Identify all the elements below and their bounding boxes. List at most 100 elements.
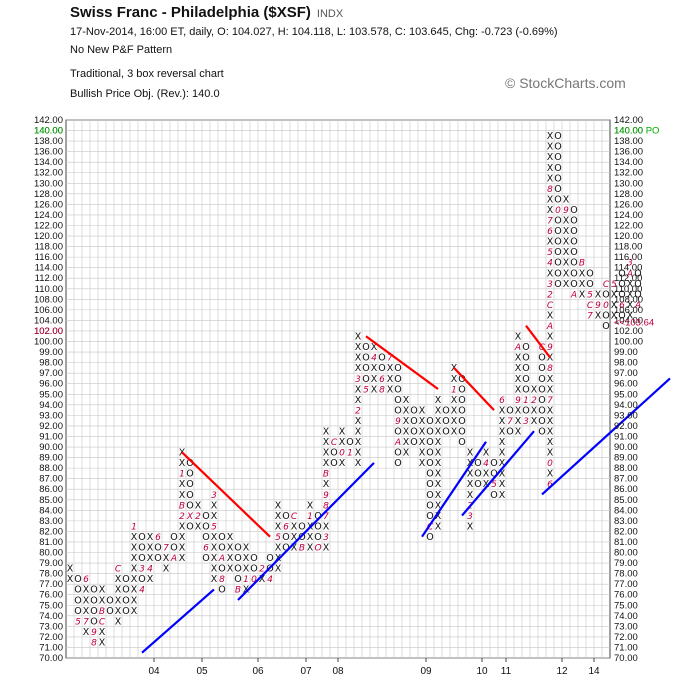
x-mark: X — [547, 405, 554, 416]
x-mark: X — [179, 521, 186, 532]
o-mark: O — [202, 532, 209, 543]
month-mark: C — [587, 301, 594, 311]
y-tick-label-left: 124.00 — [34, 210, 63, 221]
o-mark: O — [186, 469, 193, 480]
x-mark: X — [467, 490, 474, 501]
o-mark: O — [362, 374, 369, 385]
x-mark: X — [579, 268, 586, 279]
x-mark: X — [195, 521, 202, 532]
y-tick-label-right: 136.00 — [614, 147, 643, 158]
o-mark: O — [458, 426, 465, 437]
y-tick-label-right: 76.00 — [614, 590, 638, 601]
month-mark: C — [291, 512, 298, 522]
y-tick-label-right: 91.00 — [614, 431, 638, 442]
month-mark: 6 — [283, 522, 289, 532]
y-tick-label-left: 93.00 — [39, 410, 63, 421]
chart-title: Swiss Franc - Philadelphia ($XSF) INDX — [70, 4, 343, 21]
x-mark: X — [67, 574, 74, 585]
x-mark: X — [499, 426, 506, 437]
x-mark: X — [355, 353, 362, 364]
month-mark: 6 — [499, 396, 505, 406]
o-mark: O — [282, 532, 289, 543]
x-mark: X — [403, 448, 410, 459]
o-mark: O — [554, 152, 561, 163]
y-tick-label-right: 84.00 — [614, 505, 638, 516]
x-mark: X — [211, 564, 218, 575]
x-mark: X — [547, 194, 554, 205]
y-tick-label-left: 130.00 — [34, 178, 63, 189]
x-mark: X — [179, 458, 186, 469]
x-mark: X — [499, 458, 506, 469]
o-mark: O — [410, 416, 417, 427]
y-tick-label-right: 85.00 — [614, 495, 638, 506]
o-mark: O — [394, 384, 401, 395]
x-mark: X — [355, 384, 362, 395]
x-tick-label: 05 — [196, 666, 208, 677]
x-mark: X — [99, 637, 106, 648]
month-mark: 9 — [91, 628, 97, 638]
x-mark: X — [435, 490, 442, 501]
x-mark: X — [179, 553, 186, 564]
y-tick-label-left: 87.00 — [39, 474, 63, 485]
month-mark: B — [323, 470, 329, 480]
chart-title-text: Swiss Franc - Philadelphia ($XSF) — [70, 4, 311, 21]
x-mark: X — [611, 310, 618, 321]
y-tick-label-right: 97.00 — [614, 368, 638, 379]
x-mark: X — [307, 500, 314, 511]
x-mark: X — [211, 553, 218, 564]
month-mark: 6 — [203, 544, 209, 554]
y-tick-label-left: 100.00 — [34, 337, 63, 348]
x-mark: X — [323, 458, 330, 469]
o-mark: O — [186, 521, 193, 532]
month-mark: B — [299, 544, 305, 554]
x-mark: X — [355, 416, 362, 427]
month-mark: 6 — [379, 375, 385, 385]
price-objective-right: 140.00 PO — [614, 126, 659, 137]
y-tick-label-left: 138.00 — [34, 136, 63, 147]
x-mark: X — [483, 448, 490, 459]
o-mark: O — [426, 479, 433, 490]
x-mark: X — [563, 247, 570, 258]
o-mark: O — [186, 479, 193, 490]
x-mark: X — [435, 395, 442, 406]
x-mark: X — [483, 479, 490, 490]
x-mark: X — [579, 289, 586, 300]
o-mark: O — [90, 585, 97, 596]
month-mark: 3 — [547, 280, 553, 290]
month-mark: A — [170, 554, 177, 564]
y-tick-label-left: 76.00 — [39, 590, 63, 601]
x-mark: X — [547, 310, 554, 321]
o-mark: O — [314, 511, 321, 522]
x-mark: X — [451, 426, 458, 437]
o-mark: O — [426, 532, 433, 543]
month-mark: C — [603, 280, 610, 290]
o-mark: O — [474, 479, 481, 490]
x-mark: X — [211, 532, 218, 543]
trend-lines — [141, 325, 671, 654]
x-mark: X — [227, 553, 234, 564]
x-mark: X — [547, 205, 554, 216]
y-tick-label-left: 78.00 — [39, 569, 63, 580]
o-mark: O — [570, 247, 577, 258]
y-tick-label-right: 75.00 — [614, 600, 638, 611]
pnf-column: X9X — [595, 289, 602, 321]
o-mark: O — [234, 543, 241, 554]
x-mark: X — [451, 405, 458, 416]
y-tick-label-right: 118.00 — [614, 242, 642, 253]
y-tick-label-right: 77.00 — [614, 579, 638, 590]
x-mark: X — [563, 268, 570, 279]
x-mark: X — [515, 374, 522, 385]
month-mark: 7 — [507, 417, 513, 427]
month-mark: 8 — [323, 501, 329, 511]
month-mark: C — [331, 438, 338, 448]
month-mark: 0 — [251, 575, 257, 585]
